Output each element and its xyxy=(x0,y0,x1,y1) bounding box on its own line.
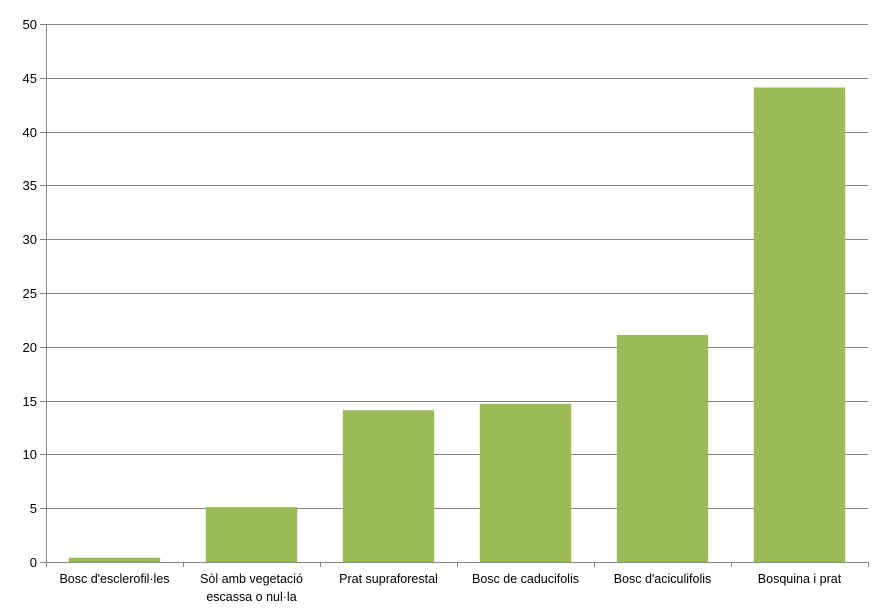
category-label: Bosc de caducifolis xyxy=(472,572,579,586)
y-tick-label: 0 xyxy=(30,555,37,570)
y-tick-label: 15 xyxy=(23,394,37,409)
y-tick-label: 50 xyxy=(23,17,37,32)
y-tick-label: 10 xyxy=(23,447,37,462)
gridlines xyxy=(46,24,868,509)
category-label-line: Bosquina i prat xyxy=(758,572,842,586)
y-tick-label: 30 xyxy=(23,232,37,247)
bar xyxy=(205,507,298,562)
category-label: Bosc d'aciculifolis xyxy=(614,572,712,586)
bar xyxy=(616,334,709,562)
bar xyxy=(479,403,572,562)
category-label: Bosquina i prat xyxy=(758,572,842,586)
category-label-line: Sòl amb vegetació xyxy=(200,572,303,586)
category-label: Bosc d'esclerofil·les xyxy=(59,572,169,586)
category-label-line: Bosc d'esclerofil·les xyxy=(59,572,169,586)
category-label-line: Prat supraforestal xyxy=(339,572,438,586)
category-label: Prat supraforestal xyxy=(339,572,438,586)
y-tick-label: 40 xyxy=(23,125,37,140)
y-tick-labels: 0 5 10 15 20 25 30 35 40 45 50 xyxy=(23,17,37,570)
bar xyxy=(68,557,161,562)
category-label-line: Bosc de caducifolis xyxy=(472,572,579,586)
y-tick-label: 20 xyxy=(23,340,37,355)
category-label-line: escassa o nul·la xyxy=(206,590,296,604)
category-label: Sòl amb vegetació escassa o nul·la xyxy=(200,572,303,604)
y-tick-label: 5 xyxy=(30,501,37,516)
bar xyxy=(342,410,435,562)
category-labels: Bosc d'esclerofil·les Sòl amb vegetació es… xyxy=(59,572,841,604)
y-tick-label: 45 xyxy=(23,71,37,86)
axes xyxy=(40,24,869,567)
category-label-line: Bosc d'aciculifolis xyxy=(614,572,712,586)
y-tick-label: 35 xyxy=(23,178,37,193)
y-tick-label: 25 xyxy=(23,286,37,301)
bars xyxy=(68,87,846,562)
bar xyxy=(753,87,846,562)
